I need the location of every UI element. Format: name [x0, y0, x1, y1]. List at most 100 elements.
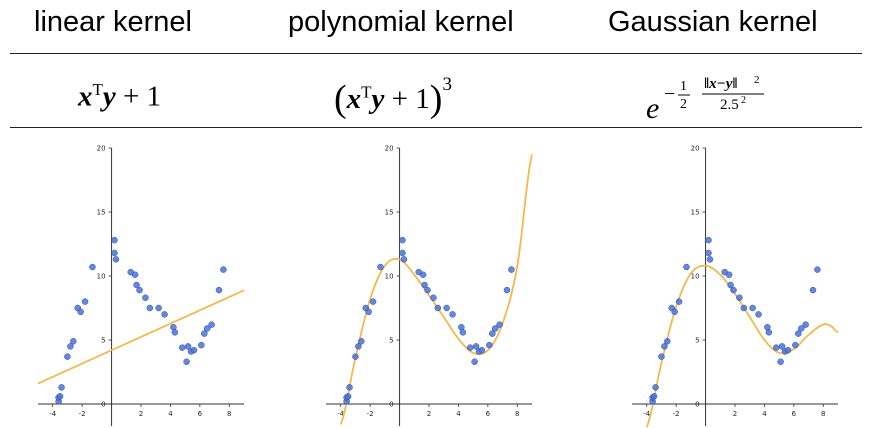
y-tick-label: 0: [101, 401, 105, 409]
data-point: [161, 311, 168, 318]
data-point: [67, 343, 74, 350]
formula-poly-power: 3: [442, 74, 452, 95]
formula-rule: [10, 127, 862, 128]
data-point: [650, 393, 658, 400]
data-point: [184, 343, 192, 350]
formula-poly-close: ): [429, 78, 443, 120]
header-gaussian-kernel: Gaussian kernel: [608, 6, 818, 38]
data-point: [198, 341, 205, 349]
data-point: [725, 271, 733, 278]
data-point: [131, 271, 139, 278]
data-point: [736, 294, 743, 302]
y-tick-label: 20: [385, 145, 394, 153]
x-tick-label: -2: [79, 410, 86, 418]
data-point: [146, 304, 154, 312]
x-tick-label: -4: [337, 410, 345, 418]
data-point: [661, 343, 668, 350]
data-point: [430, 294, 437, 302]
data-point: [705, 236, 712, 244]
y-tick-label: 0: [695, 401, 699, 409]
x-tick-label: -2: [673, 410, 680, 418]
header-polynomial-kernel: polynomial kernel: [288, 6, 514, 38]
gauss-den: 2.5: [720, 97, 739, 113]
data-point: [778, 343, 786, 350]
x-tick-label: 6: [198, 410, 203, 418]
formula-poly-x: x: [346, 83, 362, 115]
formula-gaussian: e − 1 2 ‖x−y‖ 2 2.5 2: [640, 74, 830, 131]
data-point: [70, 338, 77, 345]
data-point: [740, 304, 748, 312]
data-point: [190, 346, 198, 354]
formula-poly-t: T: [361, 82, 372, 102]
data-point: [183, 358, 190, 366]
data-point: [424, 286, 431, 294]
data-point: [400, 256, 408, 263]
data-point: [508, 266, 515, 273]
data-point: [814, 266, 821, 273]
data-point: [208, 321, 215, 328]
data-point: [111, 249, 118, 257]
data-point: [358, 338, 365, 345]
data-point: [671, 308, 678, 316]
y-tick-label: 15: [385, 209, 394, 217]
data-point: [466, 344, 474, 351]
x-tick-label: 4: [168, 410, 173, 418]
fitted-curve: [37, 289, 245, 385]
x-tick-label: 4: [456, 410, 461, 418]
data-point: [755, 311, 762, 318]
header-rule: [10, 53, 862, 54]
gauss-half-den: 2: [680, 97, 687, 112]
fitted-curve: [645, 264, 839, 428]
data-point: [795, 330, 802, 337]
data-point: [201, 330, 208, 337]
data-point: [111, 236, 118, 244]
data-point: [133, 281, 140, 289]
gauss-den-sq: 2: [741, 95, 746, 106]
x-tick-label: 6: [486, 410, 491, 418]
y-tick-label: 5: [389, 337, 393, 345]
y-tick-label: 5: [695, 337, 699, 345]
data-point: [365, 308, 372, 316]
data-point: [64, 353, 71, 360]
data-point: [399, 249, 406, 257]
data-point: [203, 325, 211, 332]
x-tick-label: -4: [49, 410, 57, 418]
formula-poly-open: (: [334, 78, 347, 120]
data-point: [81, 298, 89, 305]
fitted-curve: [339, 154, 533, 425]
data-point: [355, 343, 362, 350]
y-tick-label: 10: [385, 273, 394, 281]
data-point: [77, 308, 84, 316]
data-point: [486, 341, 493, 349]
data-point: [471, 358, 478, 366]
data-point: [377, 263, 384, 271]
data-point: [352, 353, 359, 360]
formula-linear-tail: + 1: [115, 80, 162, 113]
gauss-minus: −: [664, 83, 675, 105]
x-tick-label: 8: [821, 410, 825, 418]
data-point: [136, 286, 143, 294]
gauss-half-num: 1: [680, 79, 687, 94]
plot-linear: -4 -2 2 4 6 8 0 5 10 15 20: [37, 145, 245, 426]
data-point: [459, 329, 467, 336]
data-point: [489, 330, 496, 337]
y-tick-label: 0: [389, 401, 393, 409]
data-point: [220, 266, 227, 273]
data-point: [652, 384, 659, 391]
plot-gaussian: -4 -2 2 4 6 8 0 5 10 15 20: [632, 145, 839, 428]
y-tick-label: 20: [691, 145, 700, 153]
x-tick-label: 2: [427, 410, 431, 418]
data-point: [503, 286, 511, 294]
data-point: [346, 384, 353, 391]
formula-poly-tail: + 1: [384, 83, 430, 115]
data-point: [419, 271, 427, 278]
data-point: [765, 329, 773, 336]
header-linear-kernel: linear kernel: [34, 6, 192, 38]
data-point: [797, 325, 805, 332]
data-point: [369, 298, 377, 305]
data-point: [112, 256, 120, 263]
data-point: [472, 343, 480, 350]
formula-gaussian-svg: e − 1 2 ‖x−y‖ 2 2.5 2: [646, 74, 764, 125]
data-point: [449, 311, 456, 318]
formula-linear: xTy + 1: [78, 80, 161, 114]
